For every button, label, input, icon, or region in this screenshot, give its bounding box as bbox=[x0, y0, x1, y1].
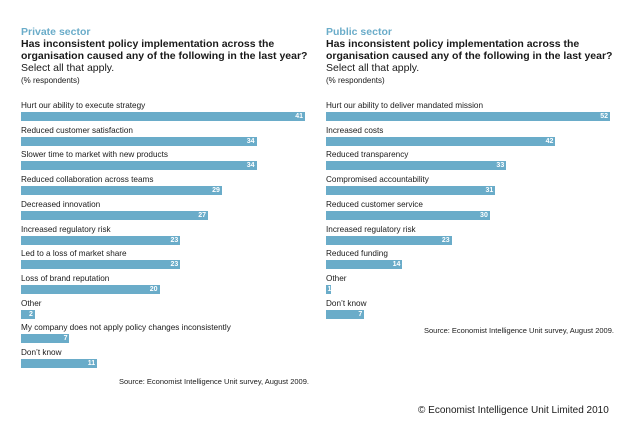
category-label: Reduced customer service bbox=[326, 199, 423, 209]
bar-row: Reduced customer service 30 bbox=[326, 200, 616, 225]
bar: 41 bbox=[21, 112, 305, 121]
chart-title: Has inconsistent policy implementation a… bbox=[21, 38, 308, 62]
source-note: Source: Economist Intelligence Unit surv… bbox=[119, 377, 309, 386]
category-label: Hurt our ability to execute strategy bbox=[21, 101, 146, 110]
unit-label: (% respondents) bbox=[326, 76, 385, 85]
value-label: 7 bbox=[63, 335, 68, 343]
bar-row: My company does not apply policy changes… bbox=[21, 323, 311, 348]
category-label: Reduced collaboration across teams bbox=[21, 175, 154, 185]
value-label: 27 bbox=[198, 211, 207, 219]
bar: 14 bbox=[326, 260, 403, 270]
source-note: Source: Economist Intelligence Unit surv… bbox=[424, 326, 614, 335]
category-label: Hurt our ability to deliver mandated mis… bbox=[326, 101, 483, 110]
value-label: 30 bbox=[480, 211, 488, 219]
bar-row: Other 1 bbox=[326, 274, 616, 299]
bar: 20 bbox=[21, 284, 160, 294]
category-label: Other bbox=[21, 298, 42, 308]
bar: 1 bbox=[326, 284, 332, 294]
bar-row: Loss of brand reputation 20 bbox=[21, 274, 311, 299]
value-label: 41 bbox=[295, 113, 303, 120]
bar: 34 bbox=[21, 136, 257, 146]
bar-row: Reduced customer satisfaction 34 bbox=[21, 126, 311, 151]
bar: 27 bbox=[21, 210, 209, 220]
bar-row: Don’t know 11 bbox=[21, 348, 311, 373]
category-label: Increased costs bbox=[326, 125, 384, 135]
bar: 7 bbox=[21, 334, 70, 344]
bar: 30 bbox=[326, 210, 490, 220]
copyright-notice: © Economist Intelligence Unit Limited 20… bbox=[418, 405, 609, 416]
category-label: Compromised accountability bbox=[326, 175, 429, 185]
chart-subtitle: Select all that apply. bbox=[21, 62, 115, 74]
category-label: Decreased innovation bbox=[21, 199, 101, 209]
category-label: Increased regulatory risk bbox=[326, 224, 416, 234]
unit-label: (% respondents) bbox=[21, 76, 80, 85]
bar-row: Hurt our ability to execute strategy 41 bbox=[21, 101, 311, 126]
bar-row: Compromised accountability 31 bbox=[326, 175, 616, 200]
bar-row: Reduced funding 14 bbox=[326, 249, 616, 274]
chart-title: Has inconsistent policy implementation a… bbox=[326, 38, 613, 62]
value-label: 33 bbox=[496, 162, 505, 170]
bar-row: Led to a loss of market share 23 bbox=[21, 249, 311, 274]
bar: 42 bbox=[326, 136, 556, 146]
sector-title: Private sector bbox=[21, 26, 91, 38]
category-label: Reduced funding bbox=[326, 249, 388, 259]
value-label: 23 bbox=[170, 261, 179, 269]
private-sector-panel: Private sector Has inconsistent policy i… bbox=[21, 26, 311, 368]
bar-row: Don’t know 7 bbox=[326, 299, 616, 324]
bar-row: Hurt our ability to deliver mandated mis… bbox=[326, 101, 616, 126]
bar-row: Reduced collaboration across teams 29 bbox=[21, 175, 311, 200]
category-label: Reduced customer satisfaction bbox=[21, 125, 133, 135]
bar: 2 bbox=[21, 309, 35, 319]
bar-row: Slower time to market with new products 3… bbox=[21, 150, 311, 175]
value-label: 1 bbox=[327, 285, 332, 293]
value-label: 11 bbox=[87, 360, 96, 367]
value-label: 14 bbox=[392, 261, 401, 269]
category-label: Don’t know bbox=[21, 348, 62, 357]
category-label: Reduced transparency bbox=[326, 150, 409, 160]
bar-row: Reduced transparency 33 bbox=[326, 150, 616, 175]
category-label: Increased regulatory risk bbox=[21, 224, 111, 234]
value-label: 42 bbox=[545, 137, 554, 145]
value-label: 31 bbox=[485, 187, 494, 195]
bar: 23 bbox=[21, 260, 181, 270]
value-label: 23 bbox=[441, 236, 450, 244]
public-sector-panel: Public sector Has inconsistent policy im… bbox=[326, 26, 616, 319]
bar: 11 bbox=[21, 359, 98, 368]
category-label: Other bbox=[326, 273, 347, 283]
category-label: Led to a loss of market share bbox=[21, 249, 127, 259]
category-label: Loss of brand reputation bbox=[21, 273, 110, 283]
bar: 7 bbox=[326, 309, 365, 319]
value-label: 34 bbox=[246, 162, 255, 170]
bar-row: Increased regulatory risk 23 bbox=[326, 225, 616, 250]
value-label: 7 bbox=[358, 310, 363, 318]
value-label: 52 bbox=[600, 113, 608, 120]
category-label: My company does not apply policy changes… bbox=[21, 323, 231, 333]
bar: 29 bbox=[21, 186, 222, 196]
category-label: Don’t know bbox=[326, 298, 367, 308]
value-label: 29 bbox=[212, 187, 220, 195]
bar: 33 bbox=[326, 161, 507, 171]
value-label: 20 bbox=[149, 285, 158, 293]
bar: 23 bbox=[21, 235, 181, 245]
bar: 34 bbox=[21, 161, 257, 171]
bar-row: Other 2 bbox=[21, 299, 311, 324]
bar-row: Increased regulatory risk 23 bbox=[21, 225, 311, 250]
value-label: 2 bbox=[28, 310, 33, 318]
sector-title: Public sector bbox=[326, 26, 392, 38]
bar: 31 bbox=[326, 186, 496, 196]
bar: 23 bbox=[326, 235, 452, 245]
chart-subtitle: Select all that apply. bbox=[326, 62, 420, 74]
bar-row: Decreased innovation 27 bbox=[21, 200, 311, 225]
value-label: 23 bbox=[170, 236, 179, 244]
bar-row: Increased costs 42 bbox=[326, 126, 616, 151]
value-label: 34 bbox=[246, 137, 255, 145]
category-label: Slower time to market with new products bbox=[21, 150, 168, 160]
bar: 52 bbox=[326, 112, 610, 121]
